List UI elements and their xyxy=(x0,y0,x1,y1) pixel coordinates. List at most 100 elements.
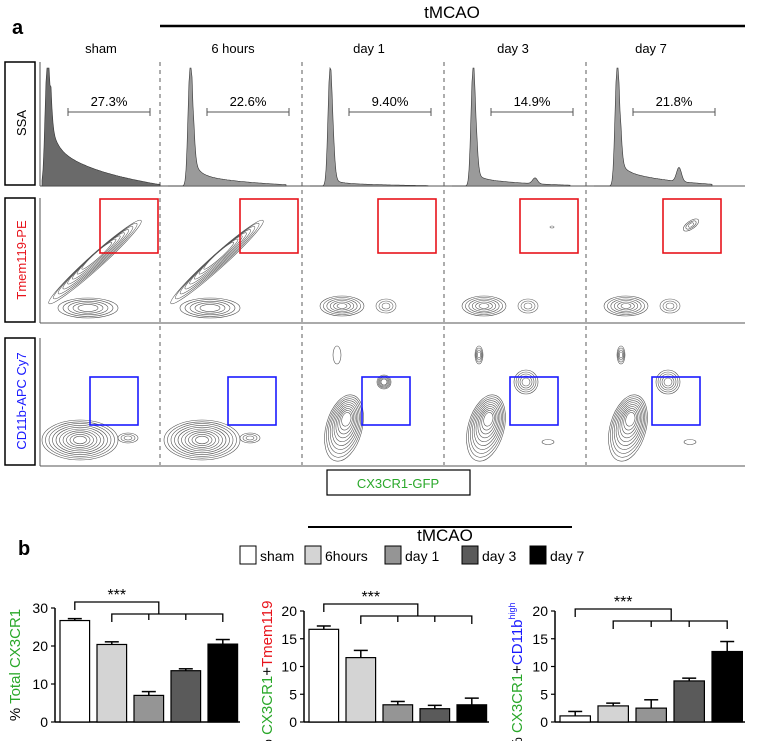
cd11b-gate xyxy=(651,376,701,426)
contour-line xyxy=(179,297,241,319)
contour-line xyxy=(72,302,104,314)
contour-line xyxy=(45,421,115,459)
legend-label: day 3 xyxy=(482,548,516,564)
tmem-gate xyxy=(377,198,437,254)
contour-line xyxy=(521,377,531,387)
contour-line xyxy=(475,347,483,363)
contour-line xyxy=(189,300,231,316)
contour-line xyxy=(376,374,392,390)
column-title: day 3 xyxy=(497,41,529,56)
contour-line xyxy=(329,300,355,312)
tmem-gate xyxy=(662,198,722,254)
contour-line xyxy=(519,375,533,389)
contour-line xyxy=(471,400,502,450)
contour-line xyxy=(167,421,237,459)
contour-line xyxy=(184,430,220,450)
contour-line xyxy=(473,402,501,446)
y-tick-label: 5 xyxy=(540,686,548,702)
contour-line xyxy=(191,434,213,446)
contour-line xyxy=(41,419,119,461)
gate-percent: 21.8% xyxy=(656,94,693,109)
contour-line xyxy=(659,373,677,391)
gate-percent: 22.6% xyxy=(230,94,267,109)
panel-a-label: a xyxy=(12,17,24,39)
y-axis-label-part: CD11b xyxy=(509,619,526,665)
significance-bracket xyxy=(74,601,160,614)
significance-bracket xyxy=(360,615,473,624)
significance-bracket xyxy=(323,603,419,616)
contour-line xyxy=(520,300,536,312)
contour-line xyxy=(470,398,504,454)
contour-line xyxy=(607,297,645,315)
contour-line xyxy=(682,218,700,232)
cd11b-gate xyxy=(509,376,559,426)
y-tick-label: 15 xyxy=(532,631,548,647)
contour-line xyxy=(381,302,391,310)
contour-line xyxy=(203,241,235,270)
y-axis-label-part: % xyxy=(7,704,24,721)
contour-line xyxy=(331,402,359,446)
contour-line xyxy=(475,404,499,443)
contour-line xyxy=(476,349,482,361)
bar-sham xyxy=(308,628,340,723)
tmcao-label-b: tMCAO xyxy=(417,526,473,545)
y-tick-label: 15 xyxy=(281,631,297,647)
y-tick-label: 0 xyxy=(289,714,297,730)
contour-line xyxy=(377,375,391,389)
y-axis-label-part: + xyxy=(509,665,526,674)
contour-line xyxy=(685,220,697,230)
ssa-histogram xyxy=(452,67,571,187)
y-axis-label: % CX3CR1+Tmem119 xyxy=(259,601,276,741)
contour-line xyxy=(477,351,481,359)
contour-line xyxy=(483,412,494,427)
ssa-histogram xyxy=(41,67,161,187)
contour-line xyxy=(468,396,505,458)
contour-line xyxy=(379,377,389,387)
contour-line xyxy=(242,434,258,442)
contour-line xyxy=(66,432,94,448)
contour-line xyxy=(323,297,361,315)
contour-line xyxy=(620,303,632,309)
contour-line xyxy=(326,396,363,458)
gfp-label: CX3CR1-GFP xyxy=(357,476,439,491)
contour-line xyxy=(375,298,397,314)
bar-day-3 xyxy=(419,708,451,723)
contour-line xyxy=(621,408,639,435)
y-tick-label: 0 xyxy=(540,714,548,730)
bar-day-1 xyxy=(133,694,165,723)
contour-line xyxy=(477,406,498,439)
contour-line xyxy=(337,408,355,435)
gate-percent: 9.40% xyxy=(372,94,409,109)
tmcao-label-a: tMCAO xyxy=(424,3,480,22)
contour-line xyxy=(326,298,358,314)
bar-6hours xyxy=(345,657,377,723)
ssa-label: SSA xyxy=(14,110,29,136)
contour-line xyxy=(612,398,646,454)
contour-line xyxy=(57,297,119,319)
contour-line xyxy=(468,298,500,314)
contour-line xyxy=(523,302,533,310)
contour-line xyxy=(661,375,675,389)
significance-bracket xyxy=(574,608,672,621)
contour-line xyxy=(319,295,365,317)
y-tick-label: 10 xyxy=(532,659,548,675)
legend-swatch xyxy=(461,545,479,565)
contour-line xyxy=(69,434,91,446)
gate-percent: 27.3% xyxy=(91,94,128,109)
contour-line xyxy=(610,298,642,314)
bar-6hours xyxy=(597,705,629,723)
y-tick-label: 5 xyxy=(289,686,297,702)
contour-line xyxy=(549,225,555,229)
contour-line xyxy=(72,235,121,280)
contour-line xyxy=(120,434,136,442)
contour-line xyxy=(616,345,626,365)
y-tick-label: 20 xyxy=(281,603,297,619)
significance-bracket xyxy=(612,620,728,629)
cd11b-gate xyxy=(227,376,277,426)
contour-line xyxy=(324,394,364,462)
y-tick-label: 0 xyxy=(40,714,48,730)
contour-line xyxy=(617,347,625,363)
contour-line xyxy=(48,423,112,457)
contour-line xyxy=(515,371,537,393)
tmem-gate xyxy=(239,198,299,254)
